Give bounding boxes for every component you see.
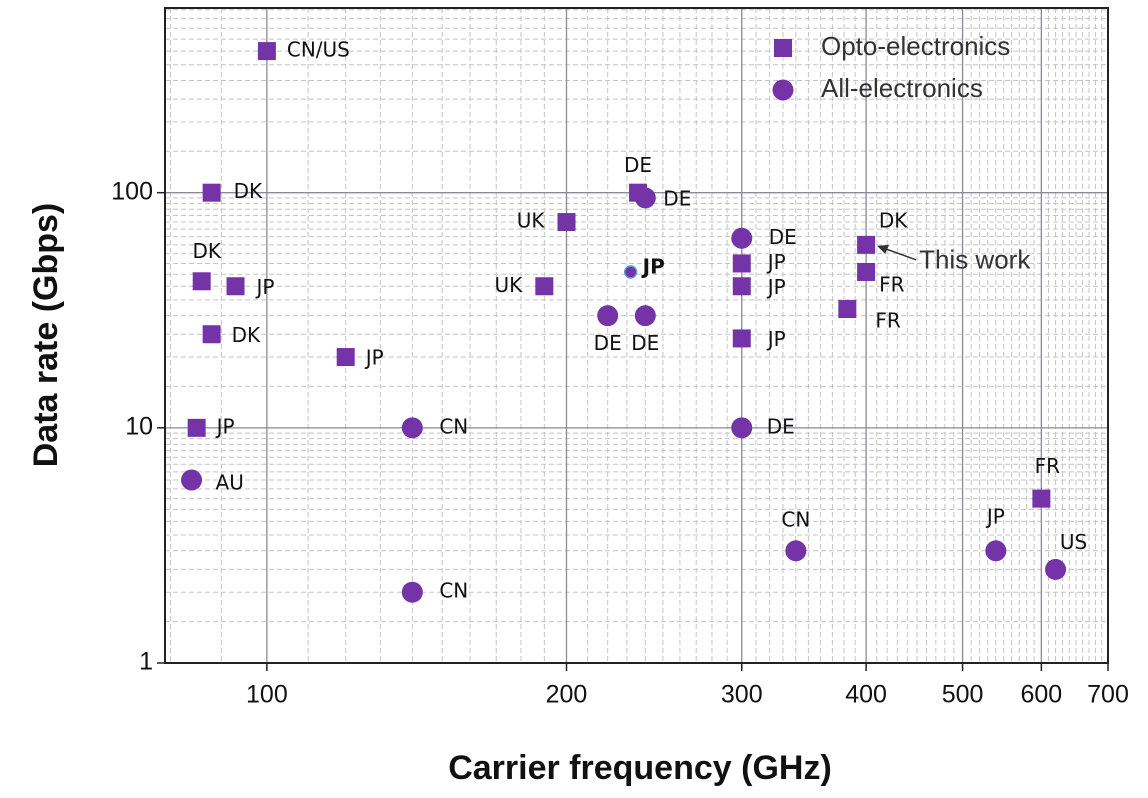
y-tick-label: 10	[125, 412, 153, 440]
square-marker	[226, 277, 245, 296]
point-label: DE	[631, 331, 659, 355]
annotation-arrowhead	[877, 244, 890, 254]
point-label: DE	[624, 153, 652, 177]
legend-label: All-electronics	[821, 73, 983, 103]
square-marker	[732, 329, 751, 348]
point-label: US	[1060, 530, 1087, 554]
point-label: JP	[766, 327, 786, 351]
point-label: DE	[663, 186, 691, 210]
circle-marker	[731, 417, 753, 439]
square-marker	[257, 42, 276, 61]
point-label: JP	[255, 275, 275, 299]
y-tick-label: 1	[139, 648, 153, 676]
circle-marker	[785, 540, 807, 562]
circle-marker	[731, 227, 753, 249]
point-label: JP	[641, 254, 665, 278]
point-label: JP	[364, 346, 384, 370]
square-marker	[732, 277, 751, 296]
point-label: CN	[781, 507, 810, 531]
square-marker	[187, 418, 206, 437]
x-axis-title: Carrier frequency (GHz)	[448, 749, 832, 787]
x-tick-label: 500	[942, 681, 984, 709]
x-tick-label: 600	[1021, 681, 1063, 709]
point-label: JP	[766, 250, 786, 274]
legend-marker	[772, 79, 794, 101]
square-marker	[535, 277, 554, 296]
circle-marker	[985, 540, 1007, 562]
point-label: JP	[215, 414, 235, 438]
plot-frame	[164, 7, 1109, 664]
point-label: JP	[985, 504, 1005, 528]
square-marker	[202, 183, 221, 202]
x-tick-label: 400	[845, 681, 887, 709]
point-label: CN/US	[287, 38, 350, 62]
square-marker	[838, 300, 857, 319]
y-tick-label: 100	[111, 177, 153, 205]
point-label: CN	[439, 414, 468, 438]
point-label: UK	[517, 209, 546, 233]
x-tick-label: 200	[546, 681, 588, 709]
square-marker	[557, 213, 576, 232]
square-marker	[192, 272, 211, 291]
square-marker	[857, 262, 876, 281]
point-label: FR	[1035, 454, 1061, 478]
square-marker	[336, 348, 355, 367]
point-label: DK	[232, 323, 261, 347]
x-tick-label: 300	[721, 681, 763, 709]
circle-marker	[634, 305, 656, 327]
point-label: DE	[767, 414, 795, 438]
point-label: FR	[879, 272, 905, 296]
legend-marker	[774, 39, 792, 57]
x-tick-label: 100	[246, 681, 288, 709]
point-label: FR	[875, 309, 901, 333]
circle-marker	[634, 187, 656, 209]
circle-marker	[401, 581, 423, 603]
point-label: DE	[769, 225, 797, 249]
circle-marker	[401, 417, 423, 439]
point-label: CN	[439, 579, 468, 603]
y-axis-title: Data rate (Gbps)	[27, 203, 65, 468]
circle-marker	[597, 305, 619, 327]
point-label: DK	[234, 179, 263, 203]
point-label: AU	[216, 471, 244, 495]
circle-marker	[181, 469, 203, 491]
circle-marker	[1045, 558, 1067, 580]
point-label: JP	[766, 275, 786, 299]
square-marker	[732, 254, 751, 273]
point-label: DK	[879, 208, 908, 232]
square-marker	[857, 235, 876, 254]
point-label: DK	[192, 239, 221, 263]
annotation: This work	[919, 245, 1031, 275]
x-tick-label: 700	[1087, 681, 1129, 709]
square-marker	[1032, 489, 1051, 508]
highlight-marker	[623, 265, 638, 279]
square-marker	[202, 325, 221, 344]
point-label: UK	[495, 273, 524, 297]
point-label: DE	[594, 331, 622, 355]
legend-label: Opto-electronics	[821, 31, 1010, 61]
